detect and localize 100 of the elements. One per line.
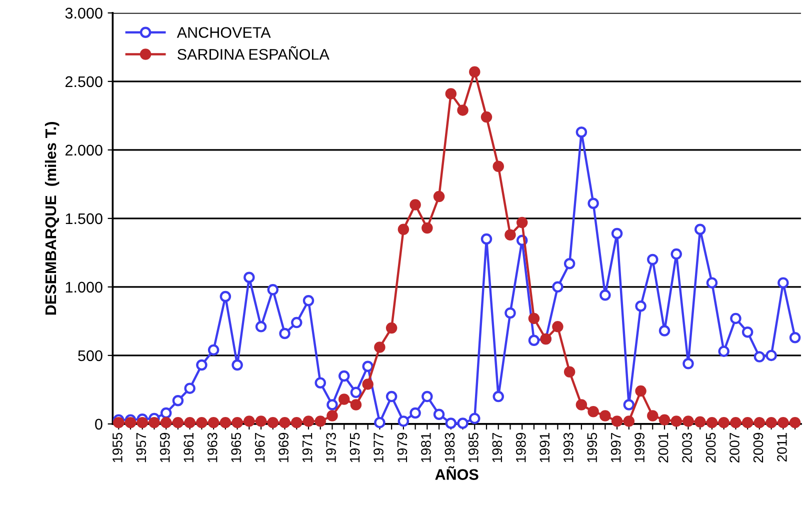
y-tick-label: 0 <box>95 418 102 430</box>
point <box>172 416 184 428</box>
point <box>267 416 279 428</box>
point <box>730 416 742 428</box>
x-tick-label: 1995 <box>587 432 598 462</box>
point <box>244 416 255 427</box>
x-axis-title: AÑOS <box>435 466 478 480</box>
point <box>647 410 658 422</box>
point <box>338 394 350 405</box>
point <box>148 416 160 428</box>
point <box>480 233 492 245</box>
point <box>362 378 374 390</box>
point <box>326 399 338 410</box>
x-tick-label: 1997 <box>610 432 621 462</box>
point <box>564 366 576 378</box>
point <box>611 228 623 240</box>
point <box>658 325 670 336</box>
point <box>244 272 255 283</box>
y-axis-title: DESEMBARQUE (miles T.) <box>44 122 60 315</box>
point <box>302 295 314 306</box>
point <box>184 382 196 394</box>
x-tick-label: 1979 <box>397 432 408 462</box>
point <box>208 344 220 356</box>
x-tick-label: 1999 <box>634 432 644 462</box>
point <box>422 222 433 234</box>
x-tick-label: 1961 <box>184 432 194 462</box>
point <box>350 386 362 398</box>
point <box>718 416 730 428</box>
x-tick-label: 2009 <box>753 432 764 462</box>
point <box>398 224 410 236</box>
point <box>136 416 148 428</box>
point <box>338 370 350 382</box>
point <box>789 332 801 344</box>
y-tick-label: 1.500 <box>66 213 102 224</box>
point <box>789 416 801 428</box>
point <box>457 418 468 429</box>
point <box>480 111 492 123</box>
point <box>386 390 398 402</box>
point <box>113 416 124 428</box>
point <box>754 351 766 362</box>
point <box>766 416 777 428</box>
point <box>386 322 398 334</box>
x-tick-label: 2011 <box>777 432 787 462</box>
point <box>611 416 623 427</box>
x-tick-label: 1977 <box>374 432 384 462</box>
x-tick-label: 1973 <box>326 432 336 462</box>
point <box>220 416 232 428</box>
point <box>552 281 564 293</box>
point <box>588 198 599 209</box>
x-tick-label: 1983 <box>444 432 455 462</box>
legend-label: ANCHOVETA <box>176 27 271 38</box>
point <box>576 399 588 410</box>
x-tick-label: 1955 <box>112 432 122 462</box>
point <box>445 418 457 429</box>
point <box>682 358 694 370</box>
x-tick-label: 1965 <box>231 432 242 462</box>
point <box>528 334 540 346</box>
point <box>492 160 504 172</box>
x-tick-label: 1975 <box>350 432 360 462</box>
point <box>374 416 386 428</box>
x-tick-label: 1957 <box>136 432 146 462</box>
point <box>504 307 516 319</box>
y-tick-label: 500 <box>78 350 102 362</box>
point <box>172 395 184 406</box>
point <box>516 216 528 228</box>
x-tick-label: 1969 <box>278 432 288 462</box>
x-tick-label: 2003 <box>682 432 692 462</box>
point <box>279 328 290 340</box>
point <box>742 416 754 428</box>
point <box>350 399 362 410</box>
x-tick-label: 1959 <box>160 432 170 462</box>
x-tick-label: 1985 <box>468 432 478 462</box>
point <box>658 414 670 426</box>
point <box>469 66 480 78</box>
point <box>588 406 599 418</box>
point <box>694 416 706 428</box>
point <box>184 416 196 428</box>
x-tick-label: 1991 <box>540 432 550 462</box>
point <box>457 104 468 116</box>
x-tick-label: 1993 <box>563 432 574 462</box>
point <box>255 321 267 332</box>
x-tick-label: 1981 <box>421 432 431 462</box>
y-tick-label: 2.500 <box>66 76 102 88</box>
point <box>255 416 267 427</box>
point <box>374 342 386 353</box>
point <box>232 359 243 371</box>
point <box>623 416 635 427</box>
point <box>291 316 302 328</box>
y-tick-label: 2.000 <box>66 144 102 156</box>
point <box>220 290 232 302</box>
point <box>398 416 410 427</box>
point <box>564 258 576 270</box>
point <box>576 126 588 138</box>
point <box>742 326 754 338</box>
point <box>302 416 314 427</box>
point <box>706 416 718 428</box>
point <box>362 360 374 372</box>
point <box>232 416 243 428</box>
point <box>670 416 682 427</box>
point <box>647 254 658 266</box>
